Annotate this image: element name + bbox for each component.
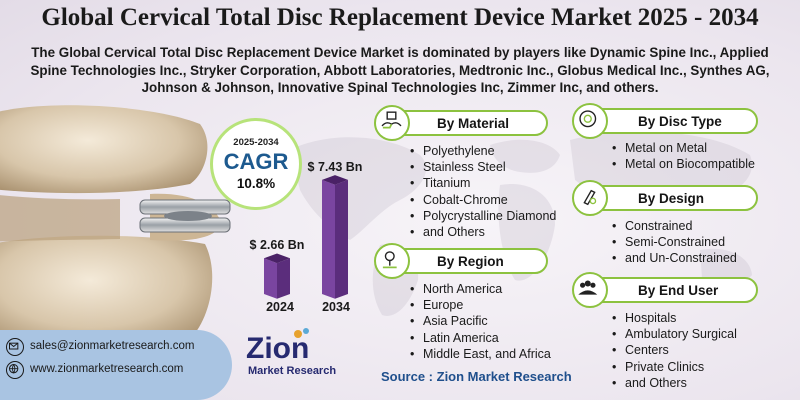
segment-end-user-header: By End User [586, 277, 758, 303]
list-item: Latin America [410, 330, 551, 346]
design-icon [572, 180, 608, 216]
list-item: and Un-Constrained [612, 250, 737, 266]
list-item: Ambulatory Surgical [612, 326, 737, 342]
region-icon [374, 243, 410, 279]
list-item: Semi-Constrained [612, 234, 737, 250]
email-icon [6, 338, 24, 356]
cagr-label: CAGR [223, 149, 289, 174]
materials-icon [374, 105, 410, 141]
disc-icon [572, 103, 608, 139]
list-item: Metal on Biocompatible [612, 156, 755, 172]
list-item: Metal on Metal [612, 140, 755, 156]
logo-subtitle: Market Research [248, 365, 337, 377]
list-item: Hospitals [612, 310, 737, 326]
contact-email[interactable]: sales@zionmarketresearch.com [30, 340, 195, 352]
segment-material-list: Polyethylene Stainless Steel Titanium Co… [410, 143, 556, 240]
segment-region-title: By Region [437, 254, 504, 269]
segment-region-list: North America Europe Asia Pacific Latin … [410, 281, 551, 362]
segment-design-title: By Design [638, 191, 705, 206]
contact-website[interactable]: www.zionmarketresearch.com [30, 363, 184, 375]
segment-end-user-title: By End User [638, 283, 719, 298]
cagr-value: 10.8% [236, 176, 276, 191]
list-item: Constrained [612, 218, 737, 234]
logo-dot-blue [303, 328, 309, 334]
list-item: Middle East, and Africa [410, 346, 551, 362]
list-item: Polyethylene [410, 143, 556, 159]
users-icon [572, 272, 608, 308]
list-item: Cobalt-Chrome [410, 192, 556, 208]
bar-2034 [322, 175, 348, 299]
list-item: Private Clinics [612, 359, 737, 375]
bar-category-label-2034: 2034 [322, 300, 350, 314]
list-item: Asia Pacific [410, 313, 551, 329]
segment-disc-type-header: By Disc Type [586, 108, 758, 134]
page-title: Global Cervical Total Disc Replacement D… [41, 4, 759, 31]
bar-2024 [264, 253, 290, 299]
list-item: and Others [612, 375, 737, 391]
bar-value-label-2034: $ 7.43 Bn [307, 159, 363, 174]
segment-material-header: By Material [390, 110, 548, 136]
bar-category-label-2024: 2024 [266, 300, 294, 314]
source-note: Source : Zion Market Research [381, 369, 572, 384]
list-item: Europe [410, 297, 551, 313]
segment-disc-type-title: By Disc Type [638, 114, 722, 129]
list-item: Stainless Steel [410, 159, 556, 175]
contact-panel: sales@zionmarketresearch.com www.zionmar… [0, 330, 232, 400]
page-subtitle: The Global Cervical Total Disc Replaceme… [30, 45, 770, 95]
cagr-years: 2025-2034 [233, 137, 279, 148]
segment-region-header: By Region [390, 248, 548, 274]
market-size-bar-chart [264, 175, 348, 299]
segment-design-header: By Design [586, 185, 758, 211]
list-item: Titanium [410, 175, 556, 191]
list-item: Centers [612, 342, 737, 358]
segment-design-list: Constrained Semi-Constrained and Un-Cons… [612, 218, 737, 267]
bar-value-label-2024: $ 2.66 Bn [249, 238, 305, 253]
globe-icon [6, 361, 24, 379]
logo-dot-orange [294, 330, 302, 338]
segment-end-user-list: Hospitals Ambulatory Surgical Centers Pr… [612, 310, 737, 391]
list-item: Polycrystalline Diamond [410, 208, 556, 224]
zion-logo: Zion Market Research [246, 328, 346, 390]
list-item: North America [410, 281, 551, 297]
segment-disc-type-list: Metal on Metal Metal on Biocompatible [612, 140, 755, 173]
segment-material-title: By Material [437, 116, 510, 131]
cervical-spine-illustration [0, 105, 231, 344]
list-item: and Others [410, 224, 556, 240]
cagr-badge: 2025-2034 CAGR 10.8% [210, 118, 302, 210]
